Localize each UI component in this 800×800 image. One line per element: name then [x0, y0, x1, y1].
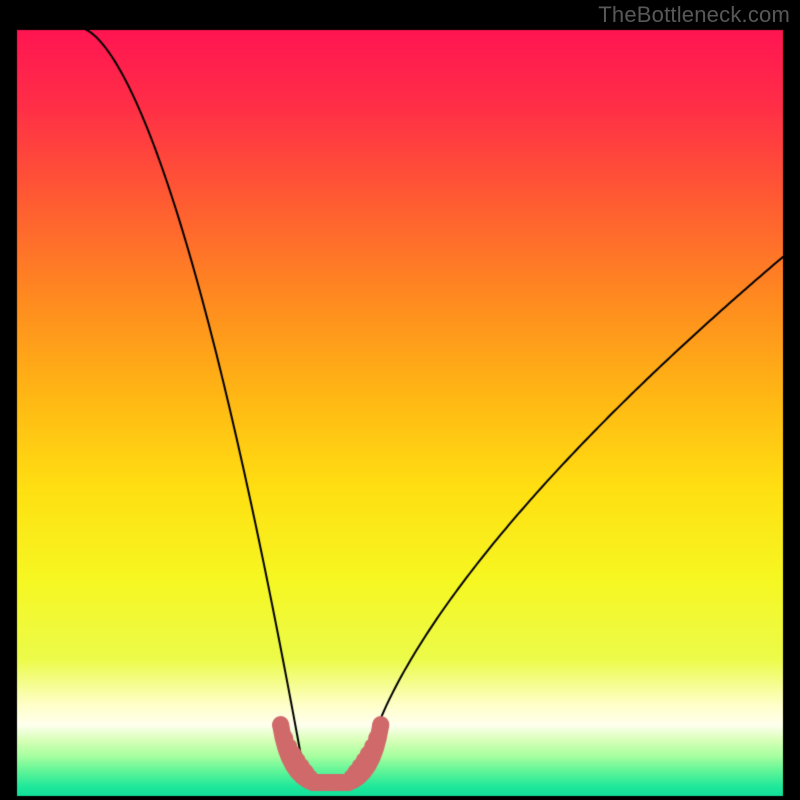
watermark-text: TheBottleneck.com: [598, 2, 790, 28]
chart-stage: TheBottleneck.com: [0, 0, 800, 800]
bottleneck-chart-canvas: [0, 0, 800, 800]
